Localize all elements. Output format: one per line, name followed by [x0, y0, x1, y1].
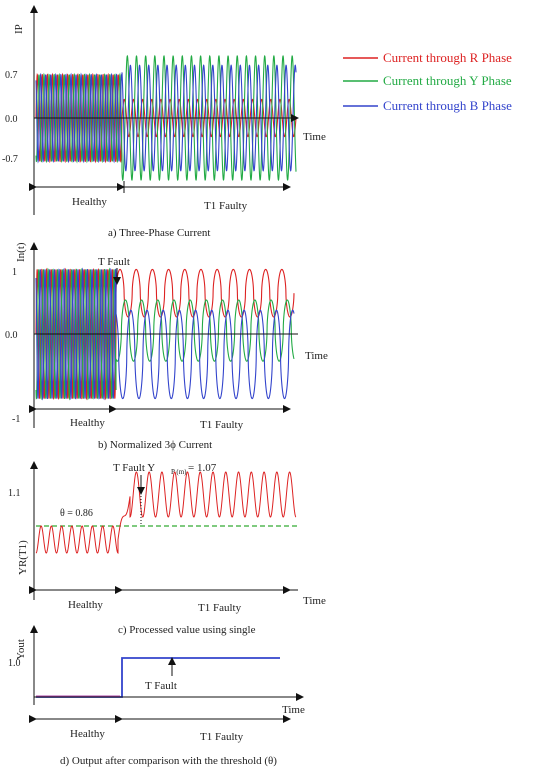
panel-c-fault-value: = 1.07 [188, 462, 217, 474]
panel-c-series [35, 471, 297, 554]
panel-b-healthy-label: Healthy [70, 417, 105, 429]
panel-b-ytick-1: 1 [12, 267, 17, 278]
panel-c: YR(T1) 1.1 θ = 0.86 Time T Fault Y P (m)… [8, 461, 326, 636]
panel-a-series-b-line [35, 64, 297, 172]
panel-a-ytick-3: -0.7 [2, 154, 18, 165]
panel-b-caption: b) Normalized 3ϕ Current [98, 439, 212, 451]
panel-a-caption: a) Three-Phase Current [108, 227, 210, 239]
legend-label-b: Current through B Phase [383, 98, 512, 113]
panel-a-ytick-1: 0.7 [5, 70, 18, 81]
legend-item-r: Current through R Phase [343, 50, 512, 65]
panel-d-ytick-1: 1.0 [8, 658, 21, 669]
panel-d-x-label: Time [282, 704, 305, 716]
panel-d-faulty-label: T1 Faulty [200, 731, 244, 743]
panel-b-series [35, 267, 295, 401]
panel-c-fault-text: T Fault Y [113, 462, 155, 474]
panel-d-y-label: Yout [15, 639, 27, 660]
panel-a-y-label: IP [13, 24, 25, 34]
panel-a-healthy-label: Healthy [72, 196, 107, 208]
panel-d-caption: d) Output after comparison with the thre… [60, 755, 277, 767]
panel-d-healthy-label: Healthy [70, 728, 105, 740]
panel-b-faulty-label: T1 Faulty [200, 419, 244, 431]
panel-b-x-label: Time [305, 350, 328, 362]
panel-d: Yout 1.0 Time T Fault Healthy T1 Faulty … [8, 625, 305, 767]
panel-b-fault-annotation: T Fault [98, 256, 130, 268]
panel-b-ytick-2: 0.0 [5, 330, 18, 341]
legend-item-y: Current through Y Phase [343, 73, 512, 88]
panel-b-ytick-3: -1 [12, 414, 20, 425]
panel-c-fault-subscript: P (m) [171, 468, 187, 476]
legend-label-y: Current through Y Phase [383, 73, 512, 88]
panel-c-healthy-label: Healthy [68, 599, 103, 611]
panel-c-caption: c) Processed value using single [118, 624, 256, 636]
panel-c-x-label: Time [303, 595, 326, 607]
panel-c-processed-line [35, 471, 297, 554]
panel-a-x-label: Time [303, 131, 326, 143]
panel-c-ytick-1: 1.1 [8, 488, 21, 499]
panel-c-threshold-label: θ = 0.86 [60, 508, 93, 519]
legend-label-r: Current through R Phase [383, 50, 512, 65]
panel-b: In(t) 1 0.0 -1 Time T Fault Healthy T1 F… [5, 242, 328, 451]
panel-c-faulty-label: T1 Faulty [198, 602, 242, 614]
panel-b-series-b-line [35, 267, 295, 401]
panel-a-faulty-label: T1 Faulty [204, 200, 248, 212]
panel-b-series-r-line [35, 267, 295, 401]
panel-d-fault-annotation: T Fault [145, 680, 177, 692]
panel-c-y-label: YR(T1) [17, 540, 29, 575]
panel-a: IP 0.7 0.0 -0.7 Time Healthy T1 Faulty a… [2, 5, 326, 239]
panel-b-y-label: In(t) [15, 242, 27, 262]
legend-item-b: Current through B Phase [343, 98, 512, 113]
legend: Current through R Phase Current through … [343, 50, 512, 113]
panel-c-fault-annotation: T Fault Y P (m) = 1.07 [113, 462, 217, 476]
panel-a-ytick-2: 0.0 [5, 114, 18, 125]
